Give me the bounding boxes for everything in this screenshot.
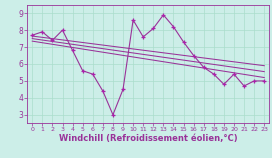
X-axis label: Windchill (Refroidissement éolien,°C): Windchill (Refroidissement éolien,°C) bbox=[59, 134, 237, 143]
